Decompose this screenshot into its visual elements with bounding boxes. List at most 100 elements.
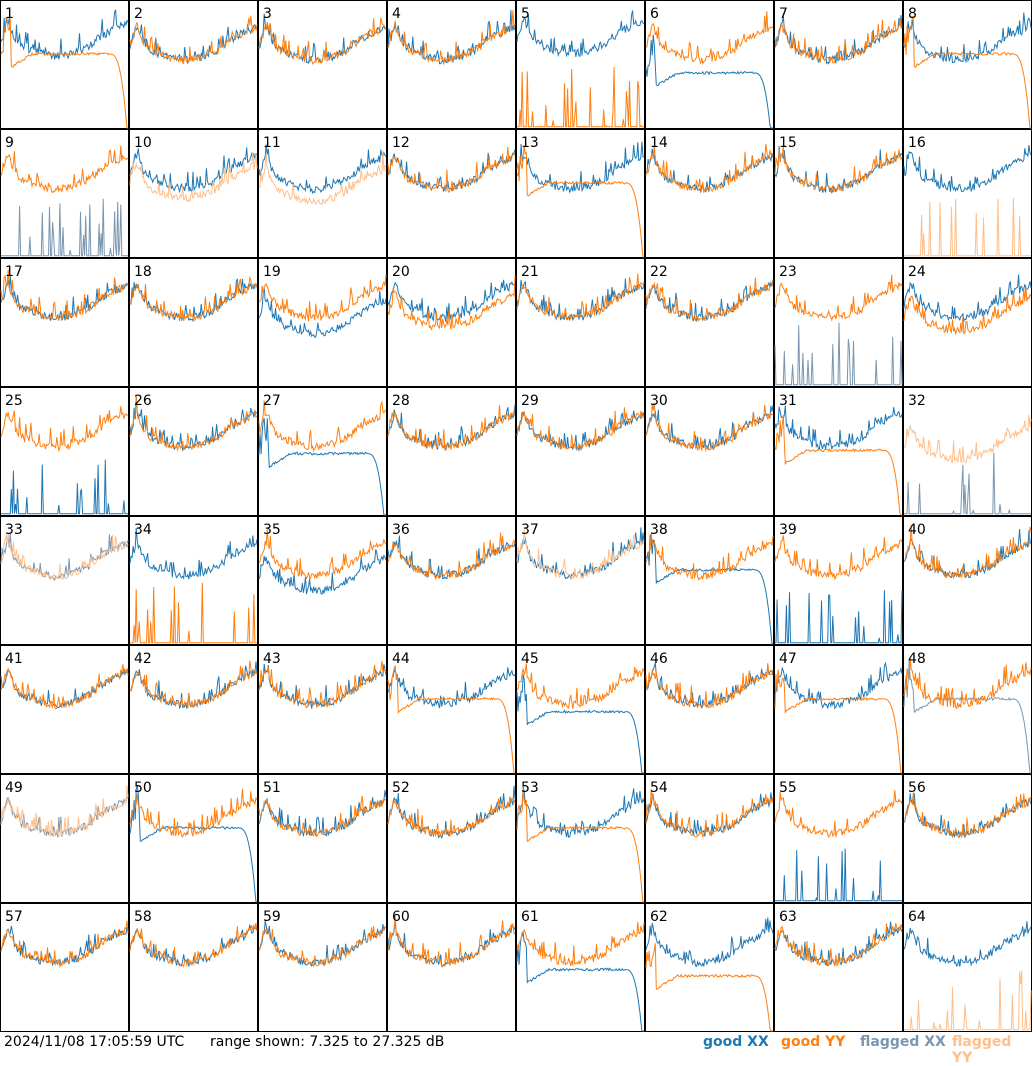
panel-44: 44 bbox=[387, 645, 516, 774]
panel-label: 7 bbox=[779, 6, 788, 22]
panel-frame bbox=[516, 258, 645, 387]
series-yy bbox=[774, 415, 902, 516]
series-yy bbox=[645, 663, 774, 709]
panel-label: 47 bbox=[779, 651, 797, 667]
panel-25: 25 bbox=[0, 387, 129, 516]
panel-24: 24 bbox=[903, 258, 1032, 387]
legend-flagged-yy: flagged YY bbox=[952, 1034, 1012, 1066]
panel-label: 22 bbox=[650, 264, 668, 280]
series-xx bbox=[774, 405, 903, 450]
series-yy bbox=[774, 146, 903, 194]
series-yy bbox=[129, 660, 258, 709]
panel-label: 37 bbox=[521, 522, 539, 538]
panel-label: 27 bbox=[263, 393, 281, 409]
series-yy bbox=[0, 920, 129, 969]
panel-53: 53 bbox=[516, 774, 645, 903]
panel-label: 59 bbox=[263, 909, 281, 925]
panel-8: 8 bbox=[903, 0, 1032, 129]
series-xx bbox=[258, 549, 387, 595]
panel-label: 26 bbox=[134, 393, 152, 409]
series-yy bbox=[387, 405, 516, 452]
panel-label: 43 bbox=[263, 651, 281, 667]
panel-5: 5 bbox=[516, 0, 645, 129]
legend-good-yy: good YY bbox=[781, 1034, 846, 1050]
series-xx bbox=[516, 141, 645, 194]
series-yy bbox=[516, 787, 644, 903]
panel-label: 34 bbox=[134, 522, 152, 538]
series-xx bbox=[258, 663, 387, 709]
series-xx bbox=[516, 786, 645, 838]
series-yy bbox=[645, 533, 774, 581]
series-yy bbox=[258, 17, 387, 65]
panel-26: 26 bbox=[129, 387, 258, 516]
panel-label: 1 bbox=[5, 6, 14, 22]
panel-label: 39 bbox=[779, 522, 797, 538]
series-xx bbox=[258, 144, 387, 195]
panel-frame bbox=[0, 645, 129, 774]
panel-7: 7 bbox=[774, 0, 903, 129]
panel-label: 20 bbox=[392, 264, 410, 280]
panel-frame bbox=[0, 129, 129, 258]
panel-label: 44 bbox=[392, 651, 410, 667]
panel-61: 61 bbox=[516, 903, 645, 1032]
series-yy bbox=[387, 146, 516, 194]
range-text: range shown: 7.325 to 27.325 dB bbox=[210, 1034, 445, 1050]
panel-36: 36 bbox=[387, 516, 516, 645]
panel-label: 3 bbox=[263, 6, 272, 22]
panel-frame bbox=[516, 0, 645, 129]
panel-frame bbox=[129, 258, 258, 387]
series-xx bbox=[645, 917, 774, 968]
panel-frame bbox=[258, 387, 387, 516]
panel-label: 46 bbox=[650, 651, 668, 667]
panel-label: 16 bbox=[908, 135, 926, 151]
series-xx bbox=[903, 12, 1032, 64]
series-yy bbox=[387, 665, 515, 774]
panel-frame bbox=[645, 258, 774, 387]
series-yy bbox=[774, 18, 903, 64]
panel-frame bbox=[387, 645, 516, 774]
panel-label: 4 bbox=[392, 6, 401, 22]
series-xx bbox=[516, 674, 644, 774]
panel-29: 29 bbox=[516, 387, 645, 516]
panel-label: 60 bbox=[392, 909, 410, 925]
panel-12: 12 bbox=[387, 129, 516, 258]
panel-frame bbox=[0, 0, 129, 129]
series-yy bbox=[645, 143, 774, 193]
series-yy bbox=[0, 406, 129, 453]
panel-52: 52 bbox=[387, 774, 516, 903]
panel-frame bbox=[258, 0, 387, 129]
panel-2: 2 bbox=[129, 0, 258, 129]
panel-54: 54 bbox=[645, 774, 774, 903]
panel-9: 9 bbox=[0, 129, 129, 258]
series-yy bbox=[387, 915, 516, 968]
series-xx bbox=[0, 668, 129, 709]
panel-frame bbox=[258, 129, 387, 258]
panel-21: 21 bbox=[516, 258, 645, 387]
panel-label: 2 bbox=[134, 6, 143, 22]
panel-23: 23 bbox=[774, 258, 903, 387]
panel-57: 57 bbox=[0, 903, 129, 1032]
panel-59: 59 bbox=[258, 903, 387, 1032]
series-yy bbox=[774, 535, 903, 581]
series-xx bbox=[903, 921, 1032, 968]
panel-51: 51 bbox=[258, 774, 387, 903]
series-xx bbox=[0, 275, 129, 322]
panel-frame bbox=[0, 774, 129, 903]
panel-label: 36 bbox=[392, 522, 410, 538]
panel-label: 18 bbox=[134, 264, 152, 280]
panel-label: 50 bbox=[134, 780, 152, 796]
panel-frame bbox=[903, 0, 1032, 129]
series-xx bbox=[516, 931, 644, 1032]
panel-label: 54 bbox=[650, 780, 668, 796]
panel-13: 13 bbox=[516, 129, 645, 258]
series-yy bbox=[258, 795, 387, 838]
series-xx bbox=[1, 459, 128, 515]
panel-frame bbox=[387, 903, 516, 1032]
series-yy bbox=[129, 15, 258, 65]
panel-55: 55 bbox=[774, 774, 903, 903]
series-yy bbox=[129, 788, 258, 839]
panel-label: 6 bbox=[650, 6, 659, 22]
series-yy bbox=[903, 285, 1032, 336]
series-yy bbox=[387, 532, 516, 581]
